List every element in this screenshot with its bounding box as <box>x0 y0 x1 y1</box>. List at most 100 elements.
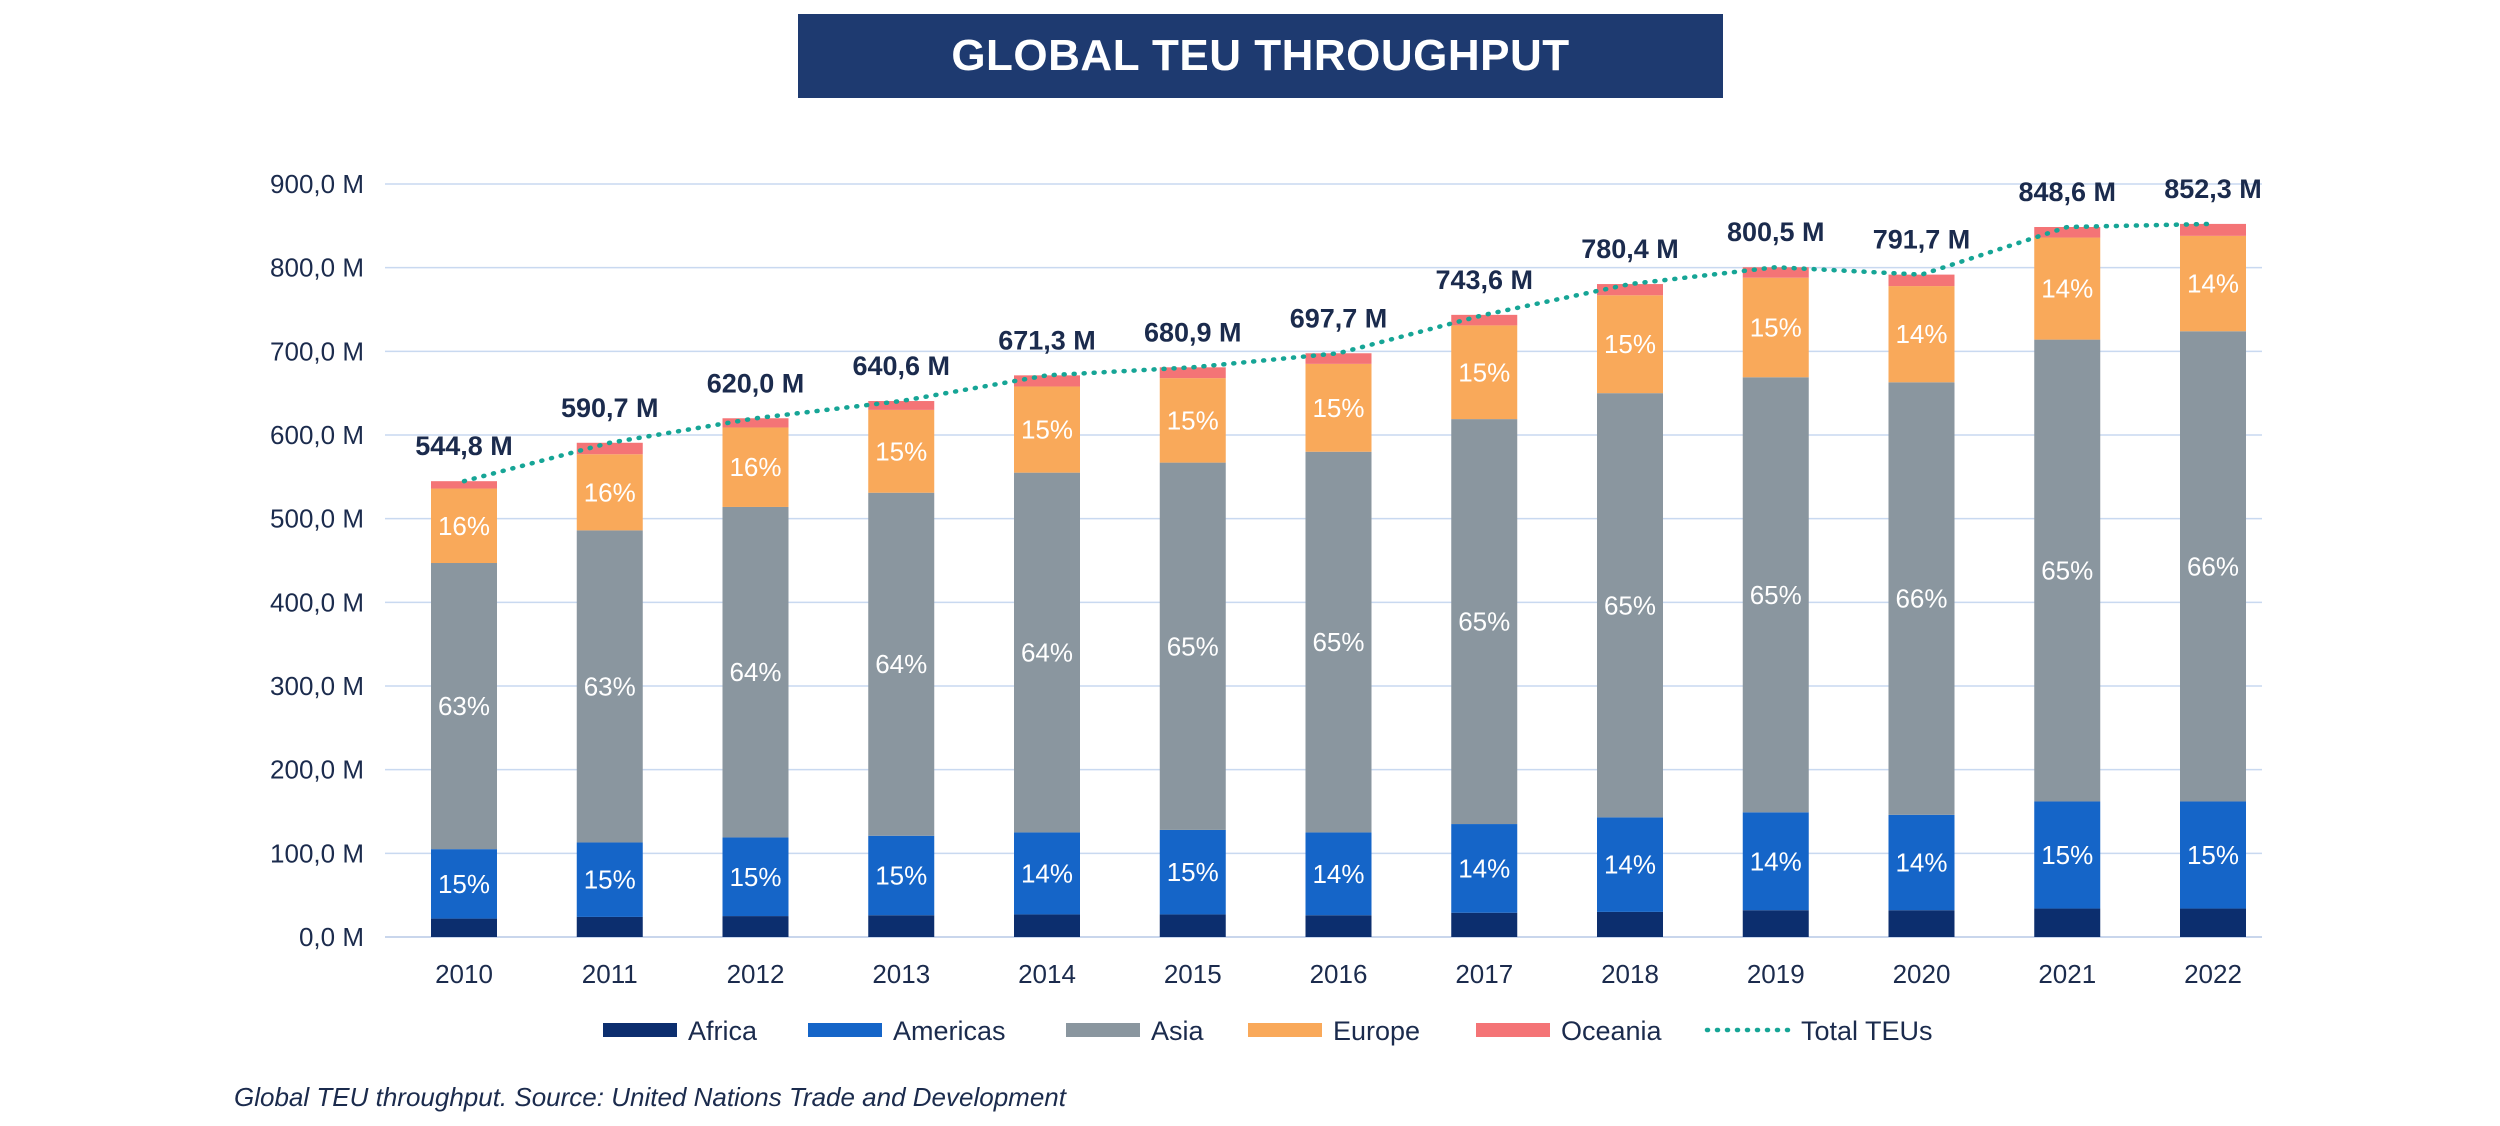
total-value-label: 590,7 M <box>561 393 659 423</box>
bar-segment-europe <box>1888 286 1955 383</box>
total-value-label: 680,9 M <box>1144 317 1242 347</box>
segment-label-europe: 15% <box>1458 357 1510 387</box>
legend-swatch <box>1248 1023 1322 1037</box>
bar-segment-asia <box>1159 462 1226 830</box>
bar-segment-oceania <box>431 481 497 489</box>
bar-segment-americas <box>1014 832 1080 915</box>
bar-segment-americas <box>1742 812 1809 911</box>
legend-item-americas: Americas <box>808 1016 1006 1046</box>
x-tick-label: 2016 <box>1310 959 1368 989</box>
bar-segment-asia <box>1742 377 1809 813</box>
bar-segment-africa <box>1888 910 1955 937</box>
total-value-label: 848,6 M <box>2018 177 2116 207</box>
total-value-label: 671,3 M <box>998 325 1096 355</box>
total-value-label: 697,7 M <box>1290 303 1388 333</box>
segment-label-europe: 15% <box>1167 405 1219 435</box>
bar-segment-oceania <box>1305 353 1372 364</box>
segment-label-asia: 65% <box>1167 631 1219 661</box>
source-caption: Global TEU throughput. Source: United Na… <box>234 1082 1066 1112</box>
y-tick-label: 400,0 M <box>270 587 364 617</box>
segment-label-asia: 66% <box>1895 584 1947 614</box>
bar-segment-asia <box>431 563 497 850</box>
x-tick-label: 2019 <box>1747 959 1805 989</box>
bar-segment-africa <box>1014 914 1080 937</box>
bar-segment-americas <box>576 842 643 917</box>
bar-segment-americas <box>1305 832 1372 916</box>
bar-segment-oceania <box>2180 223 2246 236</box>
legend-item-europe: Europe <box>1248 1016 1420 1046</box>
y-tick-label: 900,0 M <box>270 169 364 199</box>
y-tick-label: 600,0 M <box>270 420 364 450</box>
y-axis-ticks: 0,0 M 100,0 M 200,0 M 300,0 M 400,0 M 500,0 M… <box>270 169 364 952</box>
x-tick-label: 2010 <box>435 959 493 989</box>
segment-label-asia: 65% <box>1458 607 1510 637</box>
legend-item-oceania: Oceania <box>1476 1016 1663 1046</box>
bar-segment-asia <box>1597 393 1663 818</box>
segment-label-asia: 65% <box>1604 590 1656 620</box>
segment-label-asia: 66% <box>2187 551 2239 581</box>
segment-label-americas: 15% <box>729 862 781 892</box>
bar-segment-oceania <box>722 418 789 428</box>
segment-label-asia: 65% <box>1750 580 1802 610</box>
bar-segment-oceania <box>1888 274 1955 287</box>
segment-label-americas: 14% <box>1604 850 1656 880</box>
segment-label-asia: 63% <box>584 671 636 701</box>
segment-label-americas: 15% <box>875 861 927 891</box>
segment-label-europe: 16% <box>729 452 781 482</box>
bar-segment-europe <box>1305 363 1372 452</box>
x-tick-label: 2018 <box>1601 959 1659 989</box>
legend-item-asia: Asia <box>1066 1016 1205 1046</box>
bar-segment-africa <box>1742 910 1809 937</box>
segment-label-americas: 14% <box>1895 848 1947 878</box>
bar-segment-africa <box>1451 912 1518 937</box>
segment-label-europe: 15% <box>1750 312 1802 342</box>
bar-segment-asia <box>1888 382 1955 815</box>
bar-segment-europe <box>2034 237 2101 340</box>
y-tick-label: 800,0 M <box>270 253 364 283</box>
bar-segment-europe <box>431 488 497 564</box>
bar-segment-africa <box>2180 908 2246 937</box>
segment-label-asia: 64% <box>1021 638 1073 668</box>
y-tick-label: 500,0 M <box>270 504 364 534</box>
segment-label-europe: 16% <box>584 477 636 507</box>
bar-segment-asia <box>722 506 789 838</box>
y-tick-label: 200,0 M <box>270 755 364 785</box>
bar-segment-asia <box>2180 331 2246 802</box>
segment-label-europe: 14% <box>1895 319 1947 349</box>
bar-segment-americas <box>868 835 935 916</box>
bar-segment-americas <box>1888 814 1955 911</box>
y-tick-label: 100,0 M <box>270 838 364 868</box>
bar-segment-europe <box>2180 235 2246 332</box>
bar-segment-oceania <box>1451 314 1518 326</box>
segment-label-europe: 15% <box>875 436 927 466</box>
bar-segment-africa <box>576 916 643 937</box>
legend-label: Europe <box>1333 1016 1420 1046</box>
x-tick-label: 2021 <box>2038 959 2096 989</box>
bar-segment-oceania <box>576 442 643 455</box>
segment-label-asia: 64% <box>729 657 781 687</box>
segment-label-asia: 64% <box>875 649 927 679</box>
segment-label-americas: 14% <box>1458 853 1510 883</box>
legend-label: Asia <box>1151 1016 1205 1046</box>
bar-segment-americas <box>722 837 789 917</box>
legend-label: Africa <box>688 1016 758 1046</box>
x-tick-label: 2013 <box>872 959 930 989</box>
bar-segment-oceania <box>2034 227 2101 238</box>
bar-segment-americas <box>431 849 497 919</box>
bar-segment-europe <box>1159 378 1226 463</box>
y-tick-label: 300,0 M <box>270 671 364 701</box>
legend-swatch <box>1066 1023 1140 1037</box>
segment-label-europe: 14% <box>2041 274 2093 304</box>
segment-label-americas: 14% <box>1312 859 1364 889</box>
bar-segment-asia <box>576 530 643 843</box>
segment-label-americas: 15% <box>438 869 490 899</box>
total-line <box>461 221 2216 484</box>
bar-segment-africa <box>1159 914 1226 937</box>
bar-segment-asia <box>1014 472 1080 833</box>
x-tick-label: 2014 <box>1018 959 1076 989</box>
bar-segment-americas <box>1451 824 1518 913</box>
segment-label-asia: 63% <box>438 691 490 721</box>
segment-label-europe: 15% <box>1604 329 1656 359</box>
total-value-label: 780,4 M <box>1581 234 1679 264</box>
